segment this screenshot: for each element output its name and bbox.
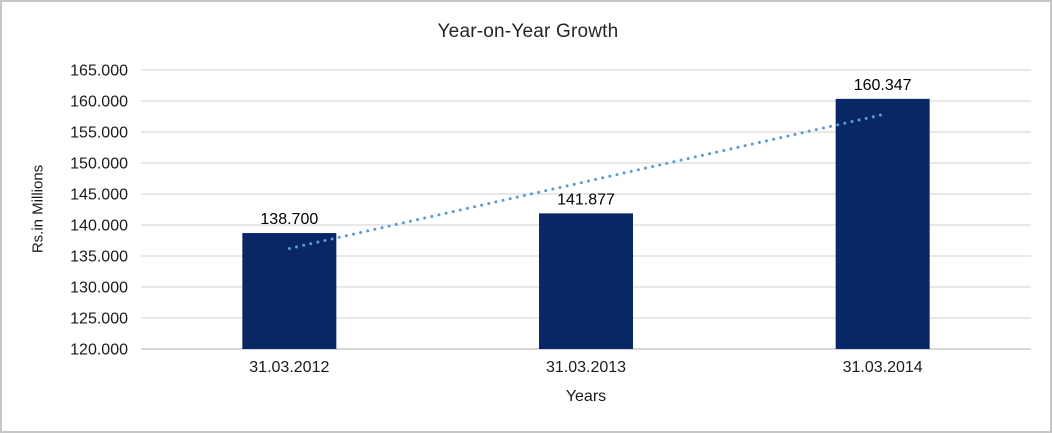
x-axis-title: Years xyxy=(565,388,607,405)
x-tick-label: 31.03.2014 xyxy=(843,359,923,376)
data-label: 141.877 xyxy=(557,191,615,208)
y-tick-label: 130.000 xyxy=(70,280,128,297)
y-tick-label: 145.000 xyxy=(70,187,128,204)
data-labels: 138.700 141.877 160.347 xyxy=(260,77,911,228)
x-tick-labels: 31.03.2012 31.03.2013 31.03.2014 xyxy=(249,359,923,376)
y-axis-title: Rs.in Millions xyxy=(29,164,47,254)
bar xyxy=(835,98,930,349)
x-tick-label: 31.03.2012 xyxy=(249,359,329,376)
y-tick-label: 165.000 xyxy=(70,63,128,80)
y-tick-label: 140.000 xyxy=(70,218,128,235)
y-tick-label: 125.000 xyxy=(70,311,128,328)
bar xyxy=(242,233,337,349)
x-tick-label: 31.03.2013 xyxy=(546,359,626,376)
y-tick-label: 150.000 xyxy=(70,156,128,173)
y-tick-label: 135.000 xyxy=(70,249,128,266)
y-tick-label: 160.000 xyxy=(70,94,128,111)
trendline xyxy=(287,113,885,251)
bar xyxy=(539,213,633,349)
y-tick-label: 120.000 xyxy=(70,342,128,359)
y-tick-label: 155.000 xyxy=(70,125,128,142)
y-tick-labels: 120.000 125.000 130.000 135.000 140.000 145.0… xyxy=(70,63,128,359)
chart-title: Year-on-Year Growth xyxy=(437,21,619,42)
bar-series xyxy=(242,98,930,349)
data-label: 138.700 xyxy=(260,211,318,228)
data-label: 160.347 xyxy=(854,77,912,94)
